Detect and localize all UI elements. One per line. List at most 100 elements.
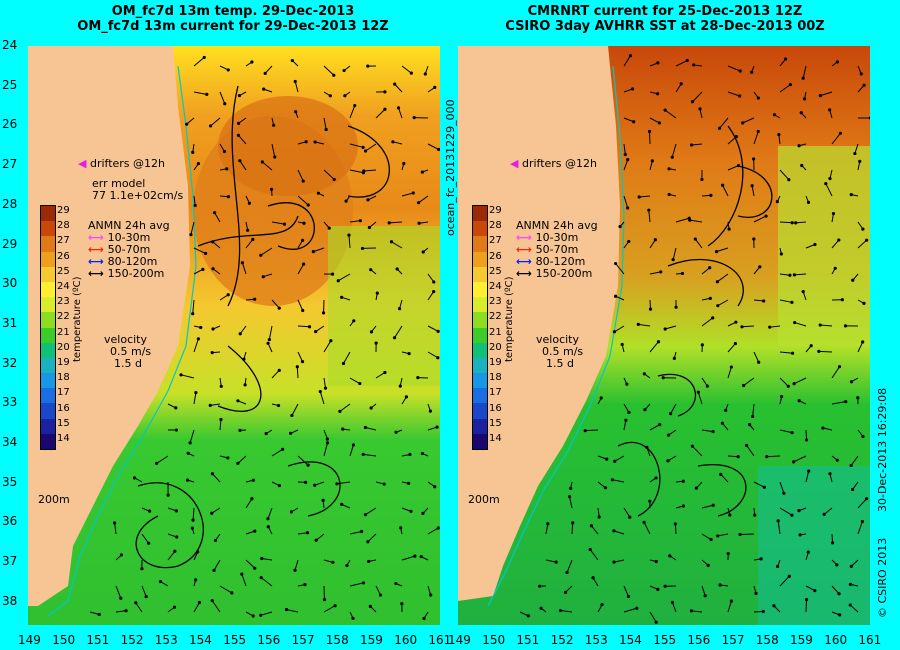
velocity-vector-head	[259, 576, 263, 580]
velocity-vector	[391, 241, 403, 249]
velocity-vector-head	[610, 478, 615, 482]
velocity-vector	[649, 341, 659, 353]
velocity-vector-head	[632, 120, 636, 124]
velocity-vector-head	[831, 211, 836, 216]
velocity-vector-head	[289, 431, 293, 435]
lat-tick-label: 35	[2, 474, 18, 489]
velocity-vector-head	[205, 92, 209, 97]
velocity-vector-head	[818, 323, 822, 327]
velocity-vector-head	[412, 116, 416, 120]
velocity-vector	[623, 403, 630, 413]
velocity-vector	[805, 599, 808, 613]
velocity-vector-head	[313, 483, 317, 487]
velocity-vector-head	[787, 178, 791, 182]
velocity-vector	[612, 479, 625, 483]
velocity-vector-head	[219, 384, 223, 388]
velocity-vector-head	[124, 609, 128, 613]
velocity-vector	[545, 559, 557, 563]
velocity-vector-head	[752, 157, 756, 161]
velocity-vector-head	[325, 441, 330, 445]
velocity-vector	[671, 143, 677, 158]
velocity-vector-head	[97, 612, 101, 617]
colorbar-tick-label: 15	[57, 417, 70, 429]
velocity-vector-head	[865, 238, 869, 242]
velocity-vector-head	[558, 608, 563, 613]
velocity-vector	[115, 585, 122, 599]
velocity-vector-head	[807, 469, 811, 473]
velocity-vector-head	[172, 605, 177, 609]
velocity-vector	[219, 419, 222, 431]
velocity-vector	[566, 559, 573, 573]
velocity-vector-head	[754, 591, 758, 595]
velocity-vector	[314, 481, 325, 486]
velocity-vector-head	[647, 129, 652, 134]
velocity-vector	[664, 109, 677, 119]
velocity-vector	[193, 247, 206, 254]
left-legend: ANMN 24h avg ⟷ 10-30m ⟷ 50-70m ⟷ 80-120m ⟷ …	[88, 220, 170, 280]
velocity-vector-head	[119, 596, 123, 600]
velocity-vector-head	[793, 320, 797, 325]
velocity-vector-head	[738, 94, 742, 98]
velocity-vector	[779, 575, 790, 587]
velocity-vector	[319, 391, 325, 405]
velocity-vector-head	[264, 431, 268, 436]
velocity-vector-head	[618, 225, 622, 229]
velocity-vector	[141, 533, 150, 544]
colorbar-swatch	[41, 281, 55, 298]
velocity-vector	[294, 559, 299, 571]
velocity-vector-head	[363, 149, 368, 153]
right-colorbar	[472, 205, 488, 451]
velocity-vector	[297, 169, 304, 182]
velocity-vector-head	[734, 320, 738, 324]
colorbar-swatch	[41, 251, 55, 267]
velocity-vector-head	[861, 434, 865, 439]
velocity-vector	[742, 117, 755, 124]
velocity-vector-head	[681, 504, 686, 508]
velocity-duration: 1.5 d	[546, 357, 574, 370]
velocity-vector	[623, 159, 629, 171]
velocity-vector	[648, 210, 651, 223]
velocity-vector	[613, 559, 625, 563]
velocity-vector	[727, 455, 739, 458]
velocity-vector	[398, 107, 403, 119]
velocity-vector-head	[399, 526, 403, 530]
legend-arrow-icon: ⟷	[516, 267, 536, 280]
velocity-vector-head	[818, 94, 823, 98]
velocity-vector-head	[290, 58, 294, 63]
lat-tick-label: 29	[2, 236, 18, 251]
velocity-vector-head	[333, 604, 337, 608]
velocity-vector	[315, 325, 325, 332]
velocity-vector	[649, 117, 660, 124]
velocity-vector	[727, 343, 736, 353]
velocity-vector-head	[603, 486, 607, 490]
velocity-vector	[697, 392, 703, 405]
lon-tick-label: 154	[189, 633, 212, 647]
velocity-vector	[854, 143, 859, 154]
velocity-vector-head	[772, 604, 776, 608]
lon-tick-label: 161	[858, 633, 882, 647]
velocity-vector-head	[179, 373, 183, 377]
velocity-vector	[727, 65, 741, 72]
velocity-vector-head	[840, 298, 844, 302]
colorbar-swatch	[473, 403, 487, 419]
velocity-vector-head	[727, 227, 731, 231]
lat-tick-label: 36	[2, 514, 18, 529]
velocity-vector-head	[196, 550, 200, 554]
velocity-vector-head	[751, 414, 755, 419]
velocity-vector-head	[837, 365, 842, 369]
velocity-vector-head	[363, 425, 367, 430]
velocity-vector-head	[323, 386, 328, 390]
velocity-vector-head	[643, 408, 647, 412]
velocity-vector	[261, 558, 273, 561]
velocity-vector	[180, 374, 195, 379]
velocity-vector-head	[571, 521, 575, 525]
velocity-vector-head	[591, 576, 595, 580]
velocity-vector	[394, 325, 403, 338]
copyright-label: © CSIRO 2013	[876, 537, 889, 618]
lon-tick-label: 160	[824, 633, 848, 647]
colorbar-swatch	[473, 312, 487, 328]
velocity-vector-head	[345, 563, 349, 568]
velocity-vector-head	[260, 160, 264, 164]
velocity-vector-head	[614, 261, 618, 266]
velocity-vector-head	[679, 82, 683, 86]
